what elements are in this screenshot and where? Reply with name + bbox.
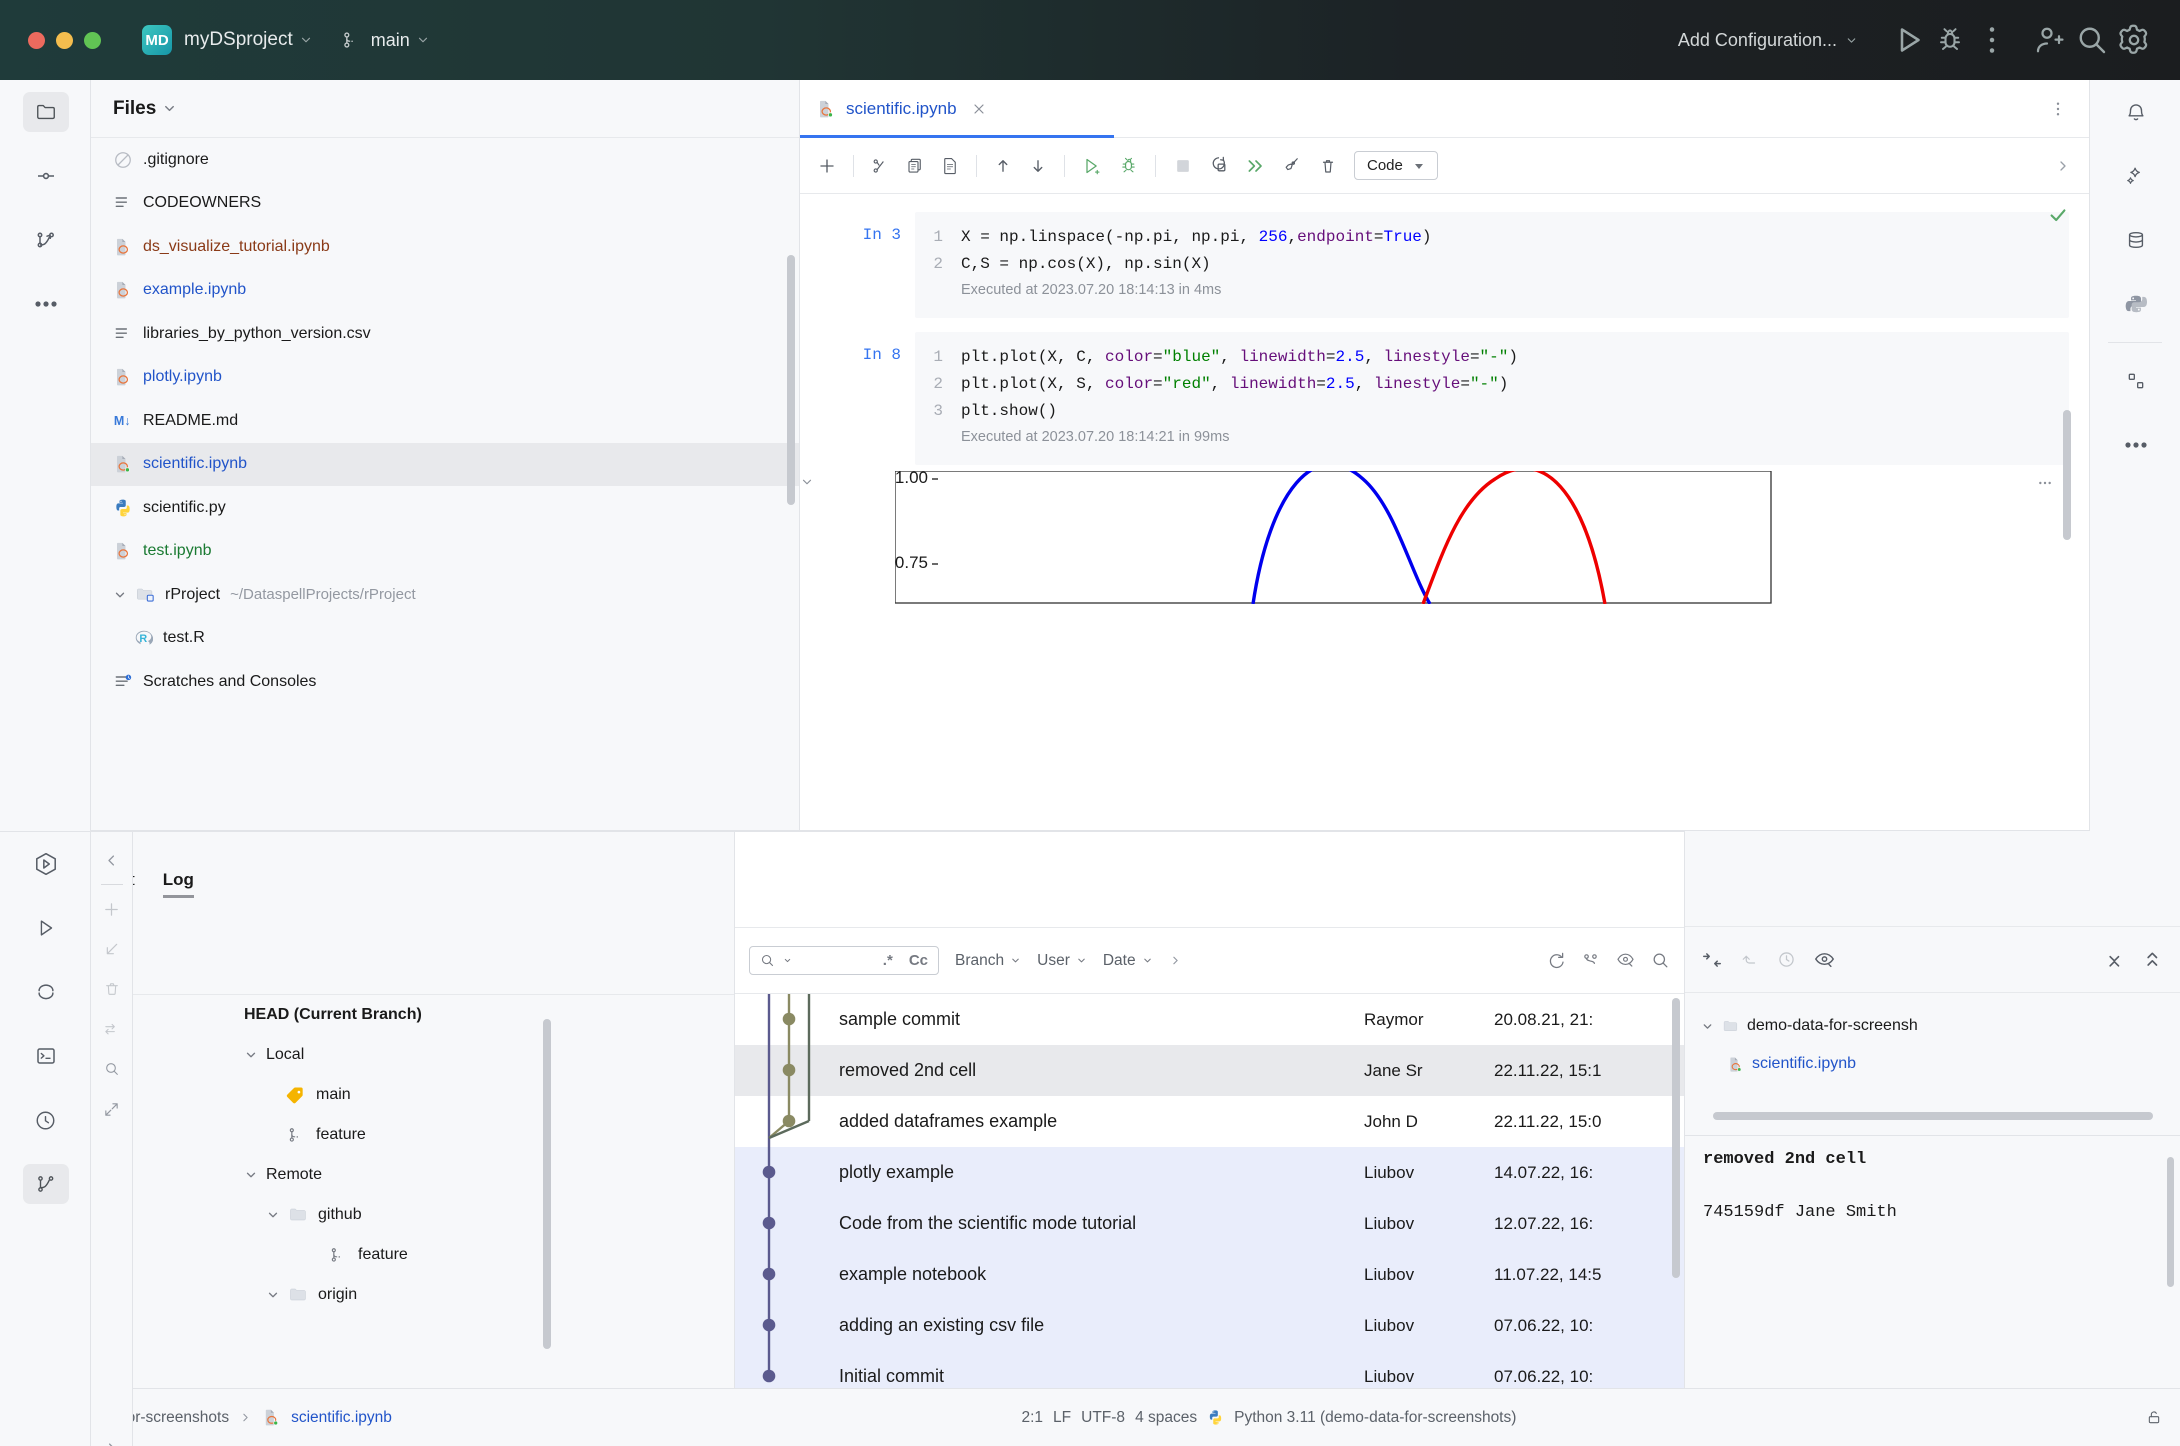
- svg-text:1.00: 1.00: [895, 471, 928, 487]
- svg-text:0.75: 0.75: [895, 553, 928, 572]
- svg-text:R: R: [139, 633, 147, 645]
- svg-text:M↓: M↓: [114, 414, 131, 428]
